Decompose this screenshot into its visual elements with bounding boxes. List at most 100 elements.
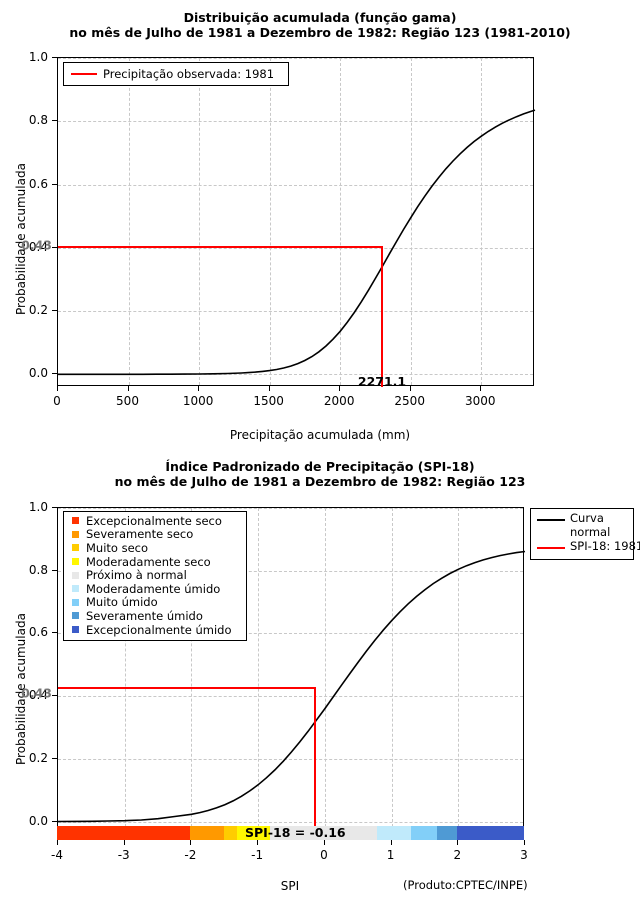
- x-tick-label: -2: [184, 848, 197, 862]
- gridline-horizontal: [58, 374, 533, 376]
- y-tick-label: 0.0: [28, 813, 48, 828]
- legend-item: Muito úmido: [64, 596, 246, 610]
- legend-item-spi: SPI-18: 1981: [531, 539, 640, 554]
- x-tick-label: 2: [453, 848, 462, 862]
- gridline-vertical: [481, 58, 483, 385]
- legend-line-swatch-observed: [71, 73, 97, 75]
- gridline-horizontal: [58, 758, 523, 760]
- x-tick: [57, 840, 58, 845]
- legend-label-proximo-a-normal: Próximo à normal: [86, 568, 187, 583]
- x-tick-label: 2500: [394, 394, 425, 408]
- legend-label-moderadamente-seco: Moderadamente seco: [86, 554, 211, 569]
- legend-swatch-excepcionalmente-umido: [72, 626, 79, 634]
- gridline-vertical: [340, 58, 342, 385]
- legend-item: Excepcionalmente úmido: [64, 623, 246, 637]
- figure2-plot-area: Excepcionalmente seco Severamente seco M…: [57, 507, 526, 834]
- legend-swatch-severamente-seco: [72, 530, 79, 538]
- y-tick: [52, 695, 57, 697]
- x-tick: [57, 386, 58, 391]
- x-tick-label: 1500: [253, 394, 284, 408]
- gridline-vertical: [391, 508, 393, 832]
- legend-item: Próximo à normal: [64, 568, 246, 582]
- gridline-vertical: [324, 508, 326, 832]
- y-tick: [52, 757, 57, 759]
- legend-line-swatch-spi: [537, 547, 565, 549]
- x-tick: [123, 840, 125, 845]
- x-tick-label: 0: [53, 394, 61, 408]
- gridline-vertical: [124, 508, 126, 832]
- figure2-title-line1: Índice Padronizado de Precipitação (SPI-…: [165, 459, 475, 474]
- figure2-probability-value: 0.43: [21, 685, 52, 701]
- product-credit: (Produto:CPTEC/INPE): [403, 878, 528, 892]
- legend-swatch-proximo-a-normal: [72, 571, 79, 579]
- legend-item: Severamente seco: [64, 528, 246, 542]
- legend-label-severamente-seco: Severamente seco: [86, 527, 194, 542]
- legend-swatch-muito-umido: [72, 598, 79, 606]
- legend-label-excepcionalmente-umido: Excepcionalmente úmido: [86, 622, 232, 637]
- legend-label-severamente-umido: Severamente úmido: [86, 608, 203, 623]
- colorbar-segment-muito-umido: [410, 826, 438, 840]
- y-tick-label: 0.6: [28, 176, 48, 191]
- legend-item: Excepcionalmente seco: [64, 514, 246, 528]
- legend-item: Moderadamente seco: [64, 555, 246, 569]
- spi-category-legend: Excepcionalmente seco Severamente seco M…: [63, 511, 247, 641]
- gridline-vertical: [258, 508, 260, 832]
- x-tick: [339, 386, 341, 391]
- y-tick: [52, 310, 57, 311]
- y-tick: [52, 507, 57, 508]
- colorbar-segment-moderadamente-seco: [237, 826, 271, 840]
- colorbar-segment-severamente-umido: [437, 826, 458, 840]
- x-tick: [268, 386, 270, 391]
- figure2-x-axis-title: SPI: [280, 879, 300, 893]
- y-tick: [52, 569, 57, 571]
- figure1-x-axis-title: Precipitação acumulada (mm): [229, 428, 411, 442]
- figure1-title-line1: Distribuição acumulada (função gama): [183, 10, 457, 25]
- gridline-horizontal: [58, 696, 523, 698]
- legend-item-curva-normal: Curva normal: [531, 511, 633, 539]
- figure1-probability-value: 0.43: [21, 237, 52, 252]
- y-tick-label: 0.4: [28, 688, 48, 703]
- y-tick-label: 0.0: [28, 366, 48, 381]
- observed-precipitation-line: [381, 245, 383, 387]
- x-tick: [390, 840, 392, 845]
- cumulative-gamma-distribution-figure: Distribuição acumulada (função gama) no …: [14, 10, 571, 442]
- legend-swatch-muito-seco: [72, 544, 79, 552]
- x-tick: [127, 386, 129, 391]
- legend-label-curva-normal: Curva normal: [570, 511, 611, 539]
- x-tick: [323, 840, 325, 845]
- gridline-horizontal: [58, 311, 533, 312]
- colorbar-segment-severamente-seco: [190, 826, 224, 840]
- figure2-curve-legend: Curva normal SPI-18: 1981: [530, 508, 640, 560]
- gamma-cdf-curve: [58, 109, 536, 376]
- spi-category-colorbar: [57, 826, 524, 840]
- x-tick: [198, 386, 200, 391]
- legend-item: Muito seco: [64, 541, 246, 555]
- legend-item: Moderadamente úmido: [64, 582, 246, 596]
- y-tick-label: 0.8: [28, 113, 48, 128]
- gridline-vertical: [269, 58, 271, 385]
- y-tick: [52, 246, 57, 248]
- y-tick: [52, 120, 57, 122]
- legend-label-muito-seco: Muito seco: [86, 540, 149, 555]
- gridline-horizontal: [58, 821, 523, 823]
- gridline-horizontal: [58, 570, 523, 572]
- observed-probability-line: [58, 245, 381, 248]
- x-tick: [480, 386, 482, 391]
- y-tick-label: 0.8: [28, 562, 48, 577]
- legend-item: Severamente úmido: [64, 609, 246, 623]
- legend-line-swatch-curva-normal: [537, 519, 565, 521]
- x-tick-label: -4: [51, 848, 63, 862]
- colorbar-segment-excepcionalmente-seco: [57, 826, 191, 840]
- legend-label-spi: SPI-18: 1981: [570, 539, 640, 553]
- x-tick: [257, 840, 259, 845]
- legend-swatch-moderadamente-seco: [72, 558, 79, 566]
- gridline-horizontal: [58, 633, 523, 635]
- gridline-vertical: [191, 508, 193, 832]
- x-tick-label: 3000: [465, 394, 496, 408]
- y-tick: [52, 183, 57, 185]
- figure1-plot-area: Precipitação observada: 1981: [57, 57, 536, 387]
- y-tick: [52, 632, 57, 634]
- spi-index-figure: Índice Padronizado de Precipitação (SPI-…: [0, 450, 640, 900]
- legend-label-muito-umido: Muito úmido: [86, 595, 158, 610]
- gridline-vertical: [458, 508, 460, 832]
